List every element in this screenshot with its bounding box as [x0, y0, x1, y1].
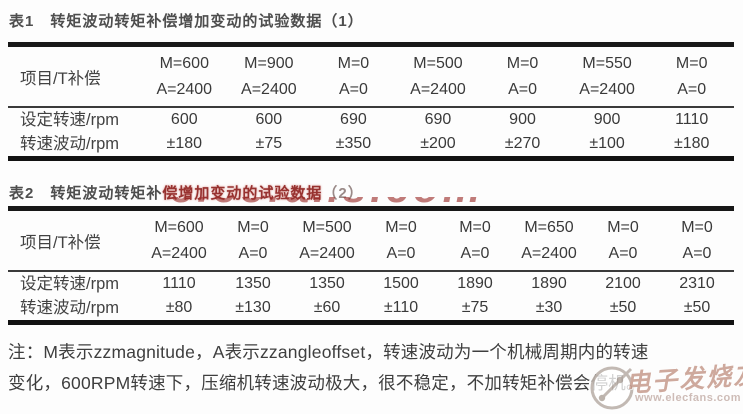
- table1-cell: 600: [255, 111, 283, 128]
- table2-title-text: 表2 转矩波动转矩补: [9, 185, 163, 202]
- table1-column-header-0: M=600 A=2400: [142, 44, 227, 108]
- table1-cell: ±200: [420, 135, 456, 152]
- table2-cell: ±30: [535, 299, 563, 316]
- table1-cell: 900: [593, 111, 621, 128]
- table1-column-header-1: M=900 A=2400: [226, 44, 312, 108]
- table1-column-header-5: M=550 A=2400: [564, 44, 650, 108]
- table2-cell: 1110: [162, 275, 196, 292]
- table2-cell: ±60: [313, 299, 341, 316]
- table2-column-header-3: M=0 A=0: [364, 208, 438, 272]
- table1-cell: 690: [340, 111, 367, 128]
- table1-column-header-6: M=0 A=0: [649, 44, 734, 108]
- table2-title: 表2 转矩波动转矩补偿增加变动的试验数据（2）: [9, 182, 364, 203]
- table2-title-watermarked-text: 偿增加变动的试验数据: [162, 185, 323, 202]
- table2-row-0: 设定转速/rpm 1110 1350 1350 1500 1890 1890 2100 2310: [8, 271, 734, 296]
- table2-title-number: （2）: [322, 185, 364, 202]
- table2-cell: 2100: [605, 275, 641, 292]
- table2-cell: ±130: [235, 299, 271, 316]
- table1: 项目/T补偿 M=600 A=2400 M=900 A=2400 M=0 A=0 M=500…: [8, 42, 734, 161]
- table2-column-header-6: M=0 A=0: [586, 208, 660, 272]
- table2-cell: 1890: [457, 275, 493, 292]
- table1-row-1: 转速波动/rpm ±180 ±75 ±350 ±200 ±270 ±100 ±180: [8, 132, 734, 159]
- footnote-line1: 注：M表示zzmagnitude，A表示zzangleoffset，转速波动为一…: [8, 342, 649, 362]
- table2-cell: ±50: [609, 299, 637, 316]
- table2-column-header-1: M=0 A=0: [216, 208, 290, 272]
- table1-row-label: 设定转速/rpm: [20, 111, 119, 129]
- table1-cell: ±270: [504, 135, 541, 152]
- table1-cell: ±180: [166, 135, 203, 152]
- table2-corner-header: 项目/T补偿: [8, 208, 142, 272]
- table2-column-header-4: M=0 A=0: [438, 208, 512, 272]
- table1-cell: 690: [424, 111, 452, 128]
- table1-column-header-3: M=500 A=2400: [395, 44, 481, 108]
- table2-cell: ±80: [165, 299, 193, 316]
- table1-cell: ±350: [335, 135, 372, 152]
- table1-cell: 900: [509, 111, 536, 128]
- footnote: 注：M表示zzmagnitude，A表示zzangleoffset，转速波动为一…: [8, 337, 743, 399]
- table2-cell: ±75: [461, 299, 489, 316]
- table2-column-header-5: M=650 A=2400: [512, 208, 586, 272]
- table1-header-row: 项目/T补偿 M=600 A=2400 M=900 A=2400 M=0 A=0 M=500…: [8, 44, 734, 108]
- table2-column-header-0: M=600 A=2400: [142, 208, 216, 272]
- table2-cell: ±110: [383, 299, 419, 316]
- table2-cell: ±50: [683, 299, 711, 316]
- table1-column-header-4: M=0 A=0: [480, 44, 565, 108]
- table1-title: 表1 转矩波动转矩补偿增加变动的试验数据（1）: [9, 10, 364, 31]
- table2-cell: 1350: [309, 275, 345, 292]
- table2-row-1: 转速波动/rpm ±80 ±130 ±60 ±110 ±75 ±30 ±50 ±50: [8, 296, 734, 323]
- table1-row-0: 设定转速/rpm 600 600 690 690 900 900 1110: [8, 107, 734, 132]
- table2-cell: 1350: [235, 275, 271, 292]
- table1-title-text: 表1 转矩波动转矩补偿增加变动的试验数据（1）: [9, 13, 364, 30]
- table2-cell: 2310: [679, 275, 715, 292]
- table2-column-header-2: M=500 A=2400: [290, 208, 364, 272]
- table2: 项目/T补偿 M=600 A=2400 M=0 A=0 M=500 A=2400 M=0 A=…: [8, 206, 734, 325]
- table1-cell: ±75: [255, 135, 283, 152]
- table2-row-label: 转速波动/rpm: [20, 299, 119, 317]
- table1-column-header-2: M=0 A=0: [311, 44, 396, 108]
- table1-row-label: 转速波动/rpm: [20, 135, 119, 153]
- table1-cell: ±180: [673, 135, 710, 152]
- table2-row-label: 设定转速/rpm: [20, 275, 119, 293]
- table2-column-header-7: M=0 A=0: [660, 208, 734, 272]
- table2-cell: 1890: [531, 275, 567, 292]
- table1-cell: ±100: [589, 135, 625, 152]
- table2-header-row: 项目/T补偿 M=600 A=2400 M=0 A=0 M=500 A=2400 M=0 A=…: [8, 208, 734, 272]
- table1-cell: 600: [170, 111, 198, 128]
- table2-cell: 1500: [383, 275, 419, 292]
- table1-cell: 1110: [675, 111, 709, 128]
- footnote-line2: 变化，600RPM转速下，压缩机转速波动极大，很不稳定，不加转矩补偿会停机。: [8, 373, 644, 393]
- table1-corner-header: 项目/T补偿: [8, 44, 142, 108]
